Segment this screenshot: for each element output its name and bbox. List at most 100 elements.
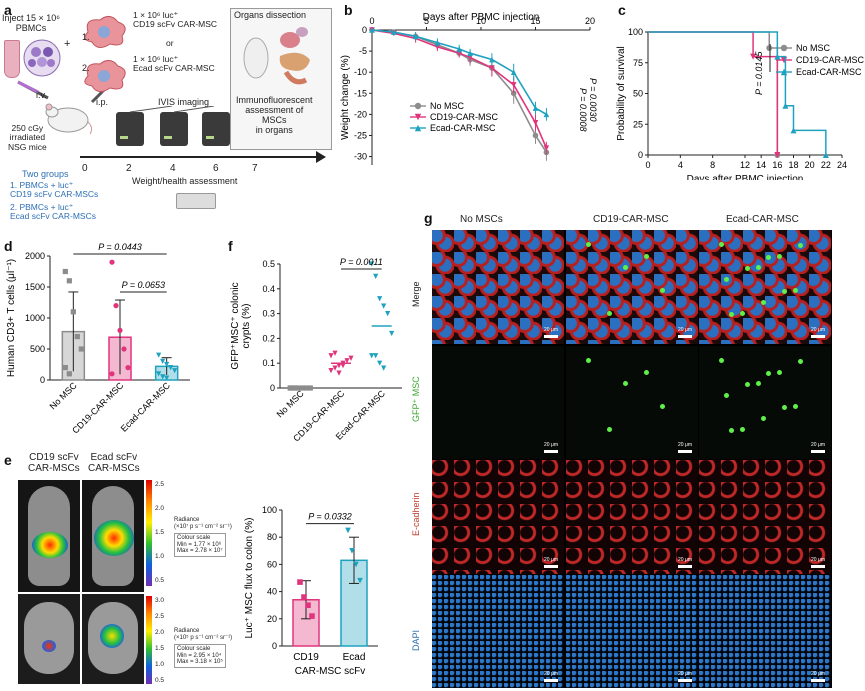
car-msc-cell-icon-2 <box>84 60 126 92</box>
gfp-signal-dot <box>766 255 771 260</box>
chart-f-annotation: P = 0.0011 <box>340 257 383 267</box>
chart-f-ytick-label: 0 <box>270 383 275 393</box>
chart-e-ytick-label: 100 <box>262 505 277 515</box>
chart-f-point <box>336 363 342 369</box>
chart-f-point <box>377 296 383 302</box>
chart-d-category-label: No MSC <box>48 380 79 411</box>
syringe-icon <box>17 80 49 100</box>
chart-e-ytick-label: 20 <box>267 614 277 624</box>
timeline-tick-4: 4 <box>170 163 176 174</box>
gfp-signal-dot <box>607 426 612 432</box>
chart-e-category-label: CD19 <box>293 652 319 663</box>
chart-b-annotation: P = 0.0030 <box>588 78 598 121</box>
scale-bar <box>678 564 692 568</box>
option1-label: 1 × 10⁶ luc⁺ CD19 scFv CAR-MSC <box>133 10 218 30</box>
chart-d-point <box>160 374 166 380</box>
chart-f-point <box>336 370 342 376</box>
chart-b-point <box>543 111 550 118</box>
scale2-tick-label: 2.0 <box>155 629 165 636</box>
ivis-image-ecad-organs <box>82 594 144 684</box>
timeline-tick-6: 6 <box>213 163 219 174</box>
chart-f-point <box>373 353 379 359</box>
chart-f-ytick-label: 0.2 <box>262 333 275 343</box>
route-iv: i.v. <box>36 90 47 100</box>
gfp-signal-dot <box>660 403 665 409</box>
chart-f-point <box>344 358 350 364</box>
chart-b-legend-label: Ecad-CAR-MSC <box>430 123 496 133</box>
chart-f-category-label: No MSC <box>275 388 306 419</box>
chart-b-point <box>510 82 517 88</box>
chart-e-point <box>305 602 311 608</box>
gfp-signal-dot <box>607 311 612 316</box>
gfp-signal-dot <box>745 266 750 271</box>
chart-b-ytick-label: -5 <box>359 46 367 56</box>
chart-b-xtick-label: 0 <box>369 16 374 26</box>
chart-e-ytick-label: 0 <box>272 641 277 651</box>
microscopy-column-title: No MSCs <box>460 214 503 225</box>
chart-c-xtick-label: 22 <box>821 160 831 170</box>
ecad-column-title: Ecad scFv CAR-MSCs <box>88 452 140 474</box>
chart-d-point <box>156 352 162 358</box>
chart-f-point <box>369 353 375 359</box>
chart-c-annotation: P = 0.0145 <box>754 51 764 95</box>
chart-b-ytick-label: -25 <box>354 130 367 140</box>
weight-label: Weight/health assessment <box>132 176 238 186</box>
gfp-signal-dot <box>644 369 649 375</box>
chart-e-point <box>349 548 355 554</box>
chart-c-xtick-label: 18 <box>788 160 798 170</box>
panel-e-letter: e <box>4 452 12 468</box>
chart-f-ytick-label: 0.3 <box>262 309 275 319</box>
cd19-column-title: CD19 scFv CAR-MSCs <box>28 452 80 474</box>
gfp-signal-dot <box>724 277 729 282</box>
chart-f-point <box>328 368 334 374</box>
gfp-signal-dot <box>777 369 782 375</box>
pbmc-vial-icon <box>4 40 20 78</box>
scale-bar-label: 20 μm <box>678 671 692 677</box>
organs-desc: Immunofluorescent assessment of MSCs in … <box>236 95 313 135</box>
option2-label: 1 × 10⁶ luc⁺ Ecad scFv CAR-MSC <box>133 54 215 74</box>
organs-icon <box>243 27 310 85</box>
legend2-radiance: Radiance (×10⁵ p s⁻¹ cm⁻² sr⁻¹) <box>174 628 233 641</box>
gfp-signal-dot <box>761 300 766 305</box>
chart-d-point <box>113 303 119 309</box>
legend1-scale: Colour scale Min = 1.77 × 10⁶ Max = 2.78… <box>174 533 226 557</box>
scale-bar-label: 20 μm <box>544 671 558 677</box>
chart-d-point <box>156 371 162 377</box>
chart-f-point <box>389 330 395 337</box>
ivis-image-cd19-body <box>18 480 80 592</box>
microscopy-tile: 20 μm <box>432 230 564 344</box>
chart-c-event-marker <box>790 127 797 134</box>
chart-c-legend-label: Ecad-CAR-MSC <box>796 67 862 77</box>
chart-e-annotation: P = 0.0332 <box>308 512 351 522</box>
scale-bar <box>811 450 825 453</box>
chart-c-ytick-label: 50 <box>633 89 643 99</box>
chart-f-point <box>340 363 346 369</box>
luc-flux-chart: 0 20 40 60 80 100 Luc⁺ MSC flux to colon (%) CD… <box>244 505 378 677</box>
panel-a-letter: a <box>4 2 12 18</box>
chart-b-ytick-label: -30 <box>354 152 367 162</box>
chart-c-ytick-label: 0 <box>638 150 643 160</box>
chart-e-xlabel: CAR-MSC scFv <box>295 666 366 677</box>
gfp-signal-dot <box>745 381 750 387</box>
timeline-tick-0: 0 <box>82 163 88 174</box>
chart-b-ytick-label: -20 <box>354 109 367 119</box>
chart-c-event-marker <box>822 152 829 158</box>
chart-b-point <box>391 29 397 35</box>
chart-b-xtick-label: 10 <box>476 16 486 26</box>
chart-d-point <box>109 259 115 265</box>
chart-d-category-label: CD19-CAR-MSC <box>70 380 126 436</box>
chart-f-ytick-label: 0.5 <box>262 259 275 269</box>
microscopy-column-title: CD19-CAR-MSC <box>593 214 669 225</box>
chart-c-xtick-label: 0 <box>645 160 650 170</box>
gfp-signal-dot <box>740 426 745 432</box>
chart-d-annotation: P = 0.0443 <box>98 242 141 252</box>
chart-d-point <box>62 268 68 275</box>
chart-b-point <box>543 145 550 151</box>
chart-c-ytick-label: 100 <box>628 27 643 37</box>
scale-bar <box>811 334 825 338</box>
chart-c-xtick-label: 20 <box>805 160 815 170</box>
scale-bar <box>544 679 558 682</box>
survival-chart: 0 4 8 12 14 16 18 20 22 24 0 25 50 75 100 Days after PB… <box>616 27 865 180</box>
chart-e-point <box>297 579 303 585</box>
scale-bar-label: 20 μm <box>544 556 558 563</box>
